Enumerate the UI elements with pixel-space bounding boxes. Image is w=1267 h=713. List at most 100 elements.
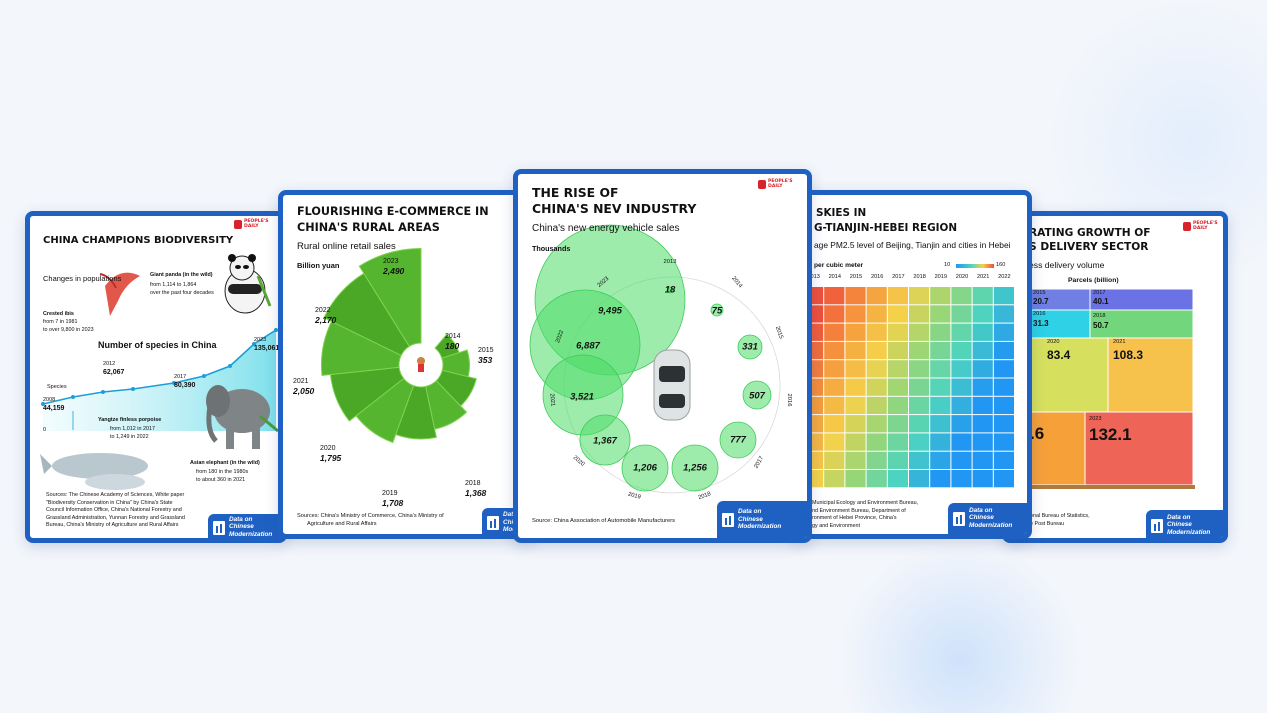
badge-text: Modernization (1167, 528, 1211, 536)
year-label: 2014 (828, 274, 842, 281)
heat-cell (993, 287, 1014, 305)
year-label: 2018 (1093, 313, 1106, 319)
value-label: 18 (664, 284, 676, 296)
value-label: 180 (445, 341, 460, 351)
heat-cell (972, 470, 993, 488)
annotation: Yangtze finless porpoise (98, 417, 162, 423)
heat-cell (951, 323, 972, 341)
heat-cell (951, 433, 972, 451)
heat-cell (909, 287, 930, 305)
year-label: 2013 (807, 274, 820, 281)
heat-cell (887, 287, 908, 305)
heat-cell (887, 305, 908, 323)
heat-cell (824, 433, 845, 451)
card-graphics (803, 264, 1014, 488)
heat-cell (845, 323, 866, 341)
heat-cell (951, 360, 972, 378)
year-label: 2020 (955, 274, 969, 281)
car-illustration (653, 349, 691, 421)
legend-bar (956, 264, 994, 268)
heat-cell (951, 341, 972, 360)
heat-cell (887, 396, 908, 415)
year-label: 2022 (998, 274, 1011, 281)
value-label: 9,495 (598, 305, 622, 317)
heat-cell (951, 378, 972, 396)
logo: PEOPLE'S DAILY (234, 219, 269, 230)
heat-cell (866, 470, 887, 488)
unit-label: Billion yuan (297, 261, 340, 270)
badge-text: Chinese (229, 523, 254, 530)
value-label: 1,795 (320, 453, 342, 463)
value-label: 80,390 (174, 382, 196, 389)
annotation: over the past four decades (150, 290, 214, 296)
card-title: SKIES IN (816, 207, 867, 219)
badge-text: Modernization (738, 523, 782, 530)
source: Council Information Office, China's Nati… (46, 507, 182, 513)
axis-label: Species (47, 384, 67, 390)
grass-wedge (320, 320, 402, 376)
source: Bureau, China's Ministry of Agriculture … (46, 522, 179, 528)
heat-cell (972, 396, 993, 415)
subtitle: Changes in populations (43, 274, 122, 283)
grass-wedge (323, 272, 410, 357)
heat-cell (909, 378, 930, 396)
heat-cell (930, 287, 951, 305)
heat-cell (972, 451, 993, 469)
heat-cell (845, 378, 866, 396)
elephant-illustration (206, 385, 279, 449)
heat-cell (930, 470, 951, 488)
heat-cell (972, 433, 993, 451)
source: gy and Environment (812, 522, 860, 529)
heat-cell (887, 341, 908, 360)
card-delivery[interactable]: PEOPLE'S DAILY RATING GROWTH OF S DELIVERY… (1002, 211, 1228, 543)
annotation: to over 9,800 in 2023 (43, 327, 94, 333)
annotation: Giant panda (in the wild) (150, 272, 213, 278)
card-air-quality[interactable]: SKIES IN G-TIANJIN-HEBEI REGION age PM2.5 … (789, 190, 1032, 539)
heat-cell (909, 360, 930, 378)
heat-cell (845, 341, 866, 360)
logo: PEOPLE'S DAILY (1183, 221, 1218, 232)
heat-cell (887, 360, 908, 378)
axis-label: 0 (43, 427, 47, 433)
badge-text: Chinese (738, 515, 763, 523)
source: Municipal Ecology and Environment Bureau… (812, 500, 919, 506)
logo: PEOPLE'S DAILY (758, 179, 793, 190)
heat-cell (845, 287, 866, 305)
card-biodiversity[interactable]: PEOPLE'S DAILY CHINA CHAMPIONS BIODIVERSI… (25, 211, 287, 543)
badge-text: Modernization (969, 521, 1013, 529)
heat-cell (845, 470, 866, 488)
year-label: 2023 (1089, 416, 1102, 422)
heat-cell (866, 378, 887, 396)
heat-cell (845, 360, 866, 378)
value-label: 1,368 (465, 488, 487, 498)
year-label: 2013 (663, 259, 677, 266)
card-ecommerce[interactable]: FLOURISHING E-COMMERCE IN CHINA'S RURAL A… (278, 190, 536, 539)
source: nd Environment Bureau, Department of (812, 507, 906, 514)
card-nev[interactable]: PEOPLE'S DAILY THE RISE OF CHINA'S NEV IND… (513, 169, 812, 543)
heat-cell (930, 451, 951, 469)
source: "Biodiversity Conservation in China" by … (46, 499, 173, 506)
value-label: 6,887 (576, 340, 600, 352)
heatmap (803, 287, 1014, 488)
annotation: from 7 in 1981 (43, 319, 78, 325)
year-label: 2021 (548, 393, 556, 407)
value-label: 777 (730, 434, 746, 446)
heat-cell (951, 415, 972, 433)
heat-cell (845, 305, 866, 323)
heat-cell (887, 415, 908, 433)
year-label: 2020 (320, 445, 336, 452)
heat-cell (866, 415, 887, 433)
card-graphics (40, 254, 279, 490)
heat-cell (824, 415, 845, 433)
heat-cell (866, 396, 887, 415)
heat-cell (824, 323, 845, 341)
subtitle: China's new energy vehicle sales (532, 223, 680, 234)
year-label: 2019 (382, 490, 398, 497)
year-label: 2017 (892, 274, 905, 281)
badge-icon (487, 516, 499, 530)
annotation: from 1,114 to 1,864 (150, 282, 197, 288)
